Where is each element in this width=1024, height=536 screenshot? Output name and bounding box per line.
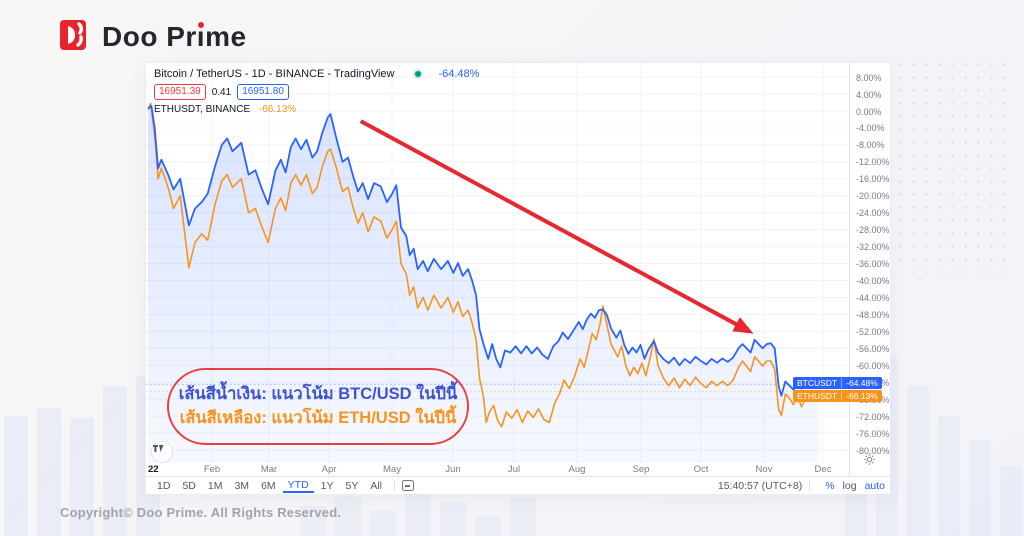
percent-scale-button[interactable]: % — [825, 479, 835, 492]
background-dot-grid — [868, 58, 1016, 273]
btc-change-value: -64.48% — [438, 68, 480, 80]
goto-date-calendar-icon[interactable] — [402, 480, 415, 491]
doo-prime-logo: Doo Prıme — [60, 20, 247, 53]
x-axis-label-dec: Dec — [814, 464, 832, 475]
annotation-line-btc: เส้นสีน้ำเงิน: แนวโน้ม BTC/USD ในปีนี้ — [178, 385, 458, 404]
y-axis-label: -72.00% — [856, 411, 890, 422]
y-axis-label: -28.00% — [856, 225, 890, 236]
price-chart-svg — [146, 63, 849, 463]
y-axis-label: -52.00% — [856, 326, 890, 337]
range-button-3m[interactable]: 3M — [234, 479, 250, 492]
btc-area-fill — [148, 105, 819, 463]
y-axis-label: -48.00% — [856, 309, 890, 320]
range-button-1d[interactable]: 1D — [157, 479, 171, 492]
compare-symbol-title[interactable]: ETHUSDT, BINANCE — [154, 104, 251, 115]
y-axis-label: -56.00% — [856, 343, 890, 354]
y-axis-label: 0.00% — [856, 106, 882, 117]
range-button-5y[interactable]: 5Y — [345, 479, 359, 492]
x-axis-label-22: 22 — [148, 464, 159, 475]
x-axis-label-may: May — [383, 464, 401, 475]
y-axis-label: -44.00% — [856, 292, 890, 303]
y-axis-label: -76.00% — [856, 428, 890, 439]
range-button-5d[interactable]: 5D — [182, 479, 196, 492]
x-axis-label-sep: Sep — [632, 464, 650, 475]
x-axis-label-jul: Jul — [507, 464, 521, 475]
background-bars-bottom — [300, 490, 536, 536]
log-scale-button[interactable]: log — [842, 479, 857, 492]
time-axis[interactable]: 22 Feb Mar Apr May Jun Jul Aug Sep Oct Nov Dec — [146, 463, 849, 476]
y-axis-label: -24.00% — [856, 208, 890, 219]
eth-change-value: -66.13% — [258, 104, 297, 115]
chart-header: Bitcoin / TetherUS - 1D - BINANCE - Trad… — [154, 68, 479, 115]
doo-prime-wordmark: Doo Prıme — [102, 20, 247, 52]
y-axis-label: 4.00% — [856, 89, 882, 100]
y-axis-label: -4.00% — [856, 123, 885, 134]
clock-utc-label[interactable]: 15:40:57 (UTC+8) — [717, 479, 803, 492]
y-axis-label: -20.00% — [856, 191, 890, 202]
tradingview-watermark-icon[interactable] — [151, 441, 173, 463]
x-axis-label-feb: Feb — [203, 464, 221, 475]
y-axis-label: -80.00% — [856, 445, 890, 456]
x-axis-label-aug: Aug — [568, 464, 586, 475]
range-button-ytd[interactable]: YTD — [282, 478, 314, 493]
range-button-1y[interactable]: 1Y — [320, 479, 334, 492]
auto-scale-button[interactable]: auto — [864, 479, 885, 492]
doo-prime-logo-icon — [60, 20, 86, 50]
downtrend-arrow — [359, 119, 754, 334]
symbol-title[interactable]: Bitcoin / TetherUS - 1D - BINANCE - Trad… — [154, 68, 395, 80]
y-axis-label: -40.00% — [856, 276, 890, 286]
btc-line — [147, 105, 820, 397]
y-axis-label: -60.00% — [856, 360, 890, 371]
x-axis-label-oct: Oct — [693, 464, 709, 475]
range-selector: 1D 5D 1M 3M 6M YTD 1Y 5Y All — [152, 478, 387, 493]
chart-toolbar: 1D 5D 1M 3M 6M YTD 1Y 5Y All 15:40:57 (UTC+8) % … — [146, 476, 890, 494]
tradingview-chart-widget: Bitcoin / TetherUS - 1D - BINANCE - Trad… — [145, 62, 890, 494]
y-axis-label: -8.00% — [856, 140, 885, 151]
axis-settings-gear-icon[interactable] — [863, 453, 876, 466]
annotation-callout: เส้นสีน้ำเงิน: แนวโน้ม BTC/USD ในปีนี้ เ… — [167, 368, 469, 445]
range-button-1m[interactable]: 1M — [207, 479, 223, 492]
y-axis-label: -36.00% — [856, 259, 890, 270]
y-axis-label: 8.00% — [856, 72, 882, 83]
eth-line — [147, 102, 820, 428]
market-status-dot — [415, 71, 422, 77]
btc-last-value-badge: BTCUSDT -64.48% — [793, 377, 882, 389]
price-open-box: 16951.39 — [154, 84, 206, 100]
copyright-text: Copyright© Doo Prime. All Rights Reserve… — [60, 505, 342, 520]
y-axis-label: -32.00% — [856, 242, 890, 253]
price-change-abs: 0.41 — [211, 86, 232, 98]
x-axis-label-nov: Nov — [755, 464, 773, 475]
toolbar-divider — [394, 480, 396, 491]
x-axis-label-apr: Apr — [321, 464, 337, 475]
range-button-6m[interactable]: 6M — [261, 479, 276, 492]
x-axis-label-mar: Mar — [260, 464, 278, 475]
price-axis[interactable]: 8.00% 4.00% 0.00% -4.00% -8.00% -12.00% -16.00… — [849, 63, 890, 476]
x-axis-label-jun: Jun — [445, 464, 461, 475]
y-axis-label: -12.00% — [856, 157, 890, 168]
annotation-line-eth: เส้นสีเหลือง: แนวโน้ม ETH/USD ในปีนี้ — [179, 408, 457, 427]
chart-plot-area[interactable]: Bitcoin / TetherUS - 1D - BINANCE - Trad… — [146, 63, 882, 463]
range-button-all[interactable]: All — [370, 479, 383, 492]
price-close-box: 16951.80 — [237, 84, 289, 100]
eth-last-value-badge: ETHUSDT -66.13% — [793, 390, 882, 402]
y-axis-label: -16.00% — [856, 174, 890, 185]
toolbar-divider-right — [809, 480, 811, 491]
